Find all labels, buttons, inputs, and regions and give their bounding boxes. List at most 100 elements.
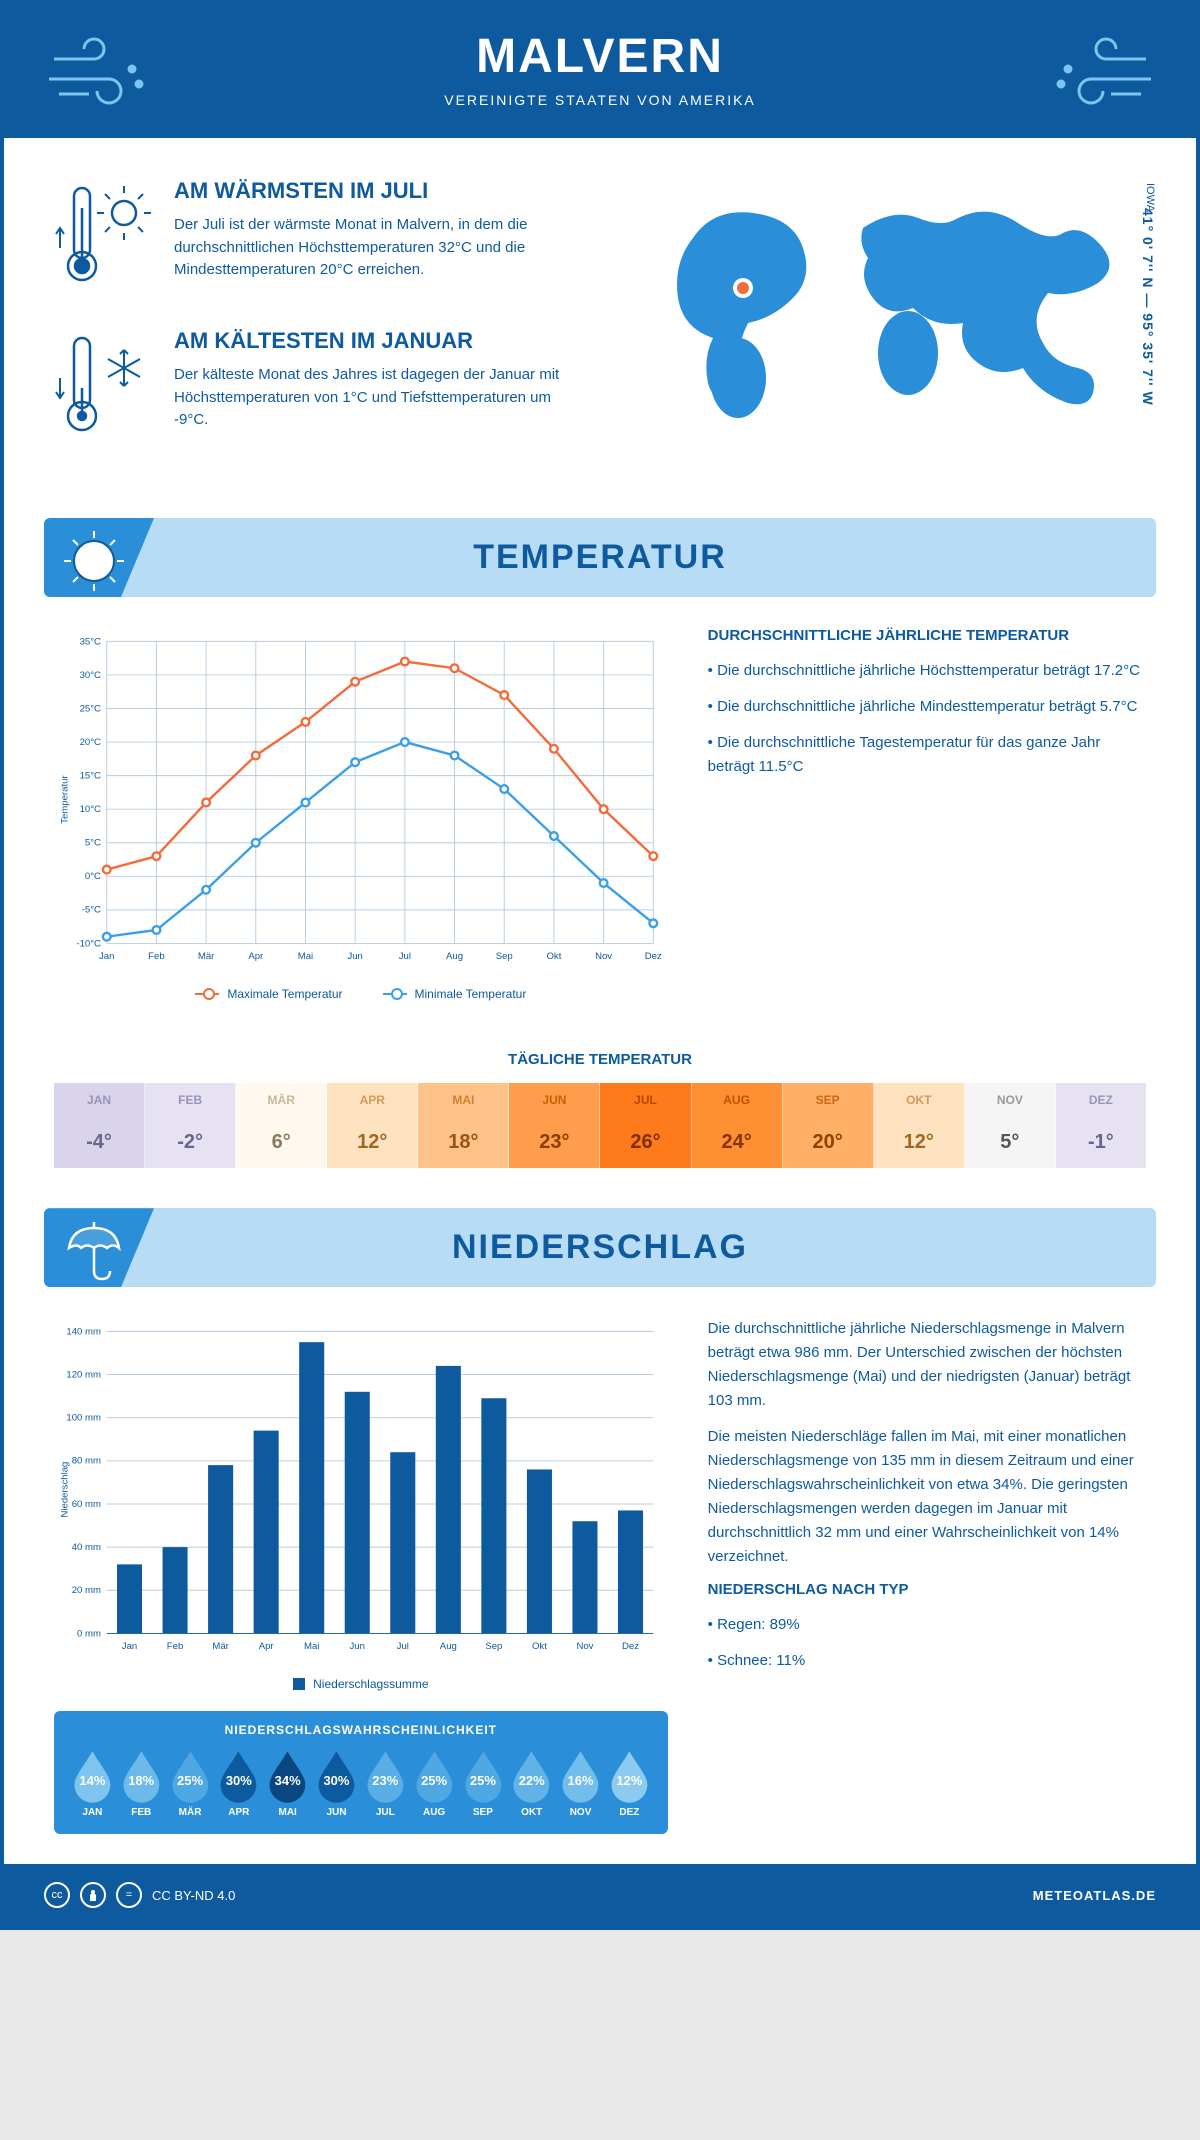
infographic-page: MALVERN VEREINIGTE STAATEN VON AMERIKA A… xyxy=(0,0,1200,1930)
svg-text:Mär: Mär xyxy=(198,951,215,962)
month-cell: JUN23° xyxy=(509,1083,600,1168)
daily-temp-strip: JAN-4°FEB-2°MÄR6°APR12°MAI18°JUN23°JUL26… xyxy=(54,1083,1146,1168)
probability-cell: 25%SEP xyxy=(461,1749,506,1818)
probability-cell: 23%JUL xyxy=(363,1749,408,1818)
svg-text:Jun: Jun xyxy=(347,951,362,962)
temp-bullets: Die durchschnittliche jährliche Höchstte… xyxy=(708,659,1146,779)
probability-title: NIEDERSCHLAGSWAHRSCHEINLICHKEIT xyxy=(70,1723,652,1737)
precip-type-bullets: Regen: 89%Schnee: 11% xyxy=(708,1613,1146,1673)
svg-text:Sep: Sep xyxy=(485,1641,502,1652)
license-text: CC BY-ND 4.0 xyxy=(152,1888,235,1903)
thermometer-snow-icon xyxy=(54,328,154,443)
svg-text:Sep: Sep xyxy=(496,951,513,962)
probability-cell: 12%DEZ xyxy=(607,1749,652,1818)
footer: cc = CC BY-ND 4.0 METEOATLAS.DE xyxy=(4,1864,1196,1926)
month-cell: FEB-2° xyxy=(145,1083,236,1168)
temperature-line-chart: -10°C-5°C0°C5°C10°C15°C20°C25°C30°C35°CJ… xyxy=(54,627,668,972)
probability-cell: 30%JUN xyxy=(314,1749,359,1818)
month-cell: SEP20° xyxy=(783,1083,874,1168)
probability-cell: 14%JAN xyxy=(70,1749,115,1818)
svg-text:Dez: Dez xyxy=(622,1641,639,1652)
precip-text-1: Die durchschnittliche jährliche Niedersc… xyxy=(708,1317,1146,1413)
probability-cell: 25%AUG xyxy=(412,1749,457,1818)
type-bullet: Regen: 89% xyxy=(708,1613,1146,1637)
svg-text:0°C: 0°C xyxy=(85,871,101,882)
svg-text:Aug: Aug xyxy=(440,1641,457,1652)
warmest-fact: AM WÄRMSTEN IM JULI Der Juli ist der wär… xyxy=(54,178,580,293)
month-cell: NOV5° xyxy=(965,1083,1056,1168)
svg-text:10°C: 10°C xyxy=(80,804,101,815)
svg-text:Nov: Nov xyxy=(576,1641,593,1652)
svg-text:Dez: Dez xyxy=(645,951,662,962)
coldest-title: AM KÄLTESTEN IM JANUAR xyxy=(174,328,580,354)
svg-text:40 mm: 40 mm xyxy=(72,1542,101,1553)
temp-legend: .legend-item:nth-child(1) .legend-swatch… xyxy=(54,987,668,1001)
svg-text:Niederschlag: Niederschlag xyxy=(59,1462,70,1518)
svg-text:Mär: Mär xyxy=(212,1641,229,1652)
sun-icon xyxy=(59,526,129,597)
svg-text:30°C: 30°C xyxy=(80,670,101,681)
svg-text:Jun: Jun xyxy=(350,1641,365,1652)
svg-text:Nov: Nov xyxy=(595,951,612,962)
cc-icon: cc xyxy=(44,1882,70,1908)
svg-text:Jul: Jul xyxy=(399,951,411,962)
probability-cell: 30%APR xyxy=(216,1749,261,1818)
precip-legend: Niederschlagssumme xyxy=(54,1677,668,1691)
probability-cell: 18%FEB xyxy=(119,1749,164,1818)
svg-text:5°C: 5°C xyxy=(85,838,101,849)
precipitation-banner: NIEDERSCHLAG xyxy=(44,1208,1156,1287)
svg-text:Apr: Apr xyxy=(259,1641,275,1652)
legend-max: Maximale Temperatur xyxy=(227,987,342,1001)
temp-bullet: Die durchschnittliche Tagestemperatur fü… xyxy=(708,731,1146,779)
svg-text:Feb: Feb xyxy=(167,1641,184,1652)
svg-text:Aug: Aug xyxy=(446,951,463,962)
month-cell: AUG24° xyxy=(692,1083,783,1168)
month-cell: JAN-4° xyxy=(54,1083,145,1168)
svg-text:0 mm: 0 mm xyxy=(77,1628,101,1639)
svg-text:80 mm: 80 mm xyxy=(72,1456,101,1467)
legend-precip: Niederschlagssumme xyxy=(313,1677,428,1691)
legend-min: Minimale Temperatur xyxy=(415,987,527,1001)
svg-text:Apr: Apr xyxy=(248,951,264,962)
page-subtitle: VEREINIGTE STAATEN VON AMERIKA xyxy=(24,92,1176,108)
warmest-text: Der Juli ist der wärmste Monat in Malver… xyxy=(174,214,580,282)
svg-text:140 mm: 140 mm xyxy=(66,1326,101,1337)
svg-text:15°C: 15°C xyxy=(80,770,101,781)
nd-icon: = xyxy=(116,1882,142,1908)
temp-bullet: Die durchschnittliche jährliche Höchstte… xyxy=(708,659,1146,683)
wind-icon xyxy=(1046,34,1156,119)
svg-text:25°C: 25°C xyxy=(80,703,101,714)
svg-text:35°C: 35°C xyxy=(80,636,101,647)
precipitation-content: 0 mm20 mm40 mm60 mm80 mm100 mm120 mm140 … xyxy=(4,1317,1196,1864)
svg-text:Jan: Jan xyxy=(122,1641,137,1652)
svg-text:20 mm: 20 mm xyxy=(72,1585,101,1596)
probability-panel: NIEDERSCHLAGSWAHRSCHEINLICHKEIT 14%JAN18… xyxy=(54,1711,668,1834)
svg-text:Jan: Jan xyxy=(99,951,114,962)
svg-text:-5°C: -5°C xyxy=(82,905,101,916)
svg-text:Temperatur: Temperatur xyxy=(59,775,70,824)
svg-text:60 mm: 60 mm xyxy=(72,1499,101,1510)
coldest-text: Der kälteste Monat des Jahres ist dagege… xyxy=(174,364,580,432)
month-cell: APR12° xyxy=(327,1083,418,1168)
wind-icon xyxy=(44,34,154,119)
svg-text:120 mm: 120 mm xyxy=(66,1370,101,1381)
coldest-fact: AM KÄLTESTEN IM JANUAR Der kälteste Mona… xyxy=(54,328,580,443)
precipitation-heading: NIEDERSCHLAG xyxy=(74,1228,1126,1267)
precipitation-bar-chart: 0 mm20 mm40 mm60 mm80 mm100 mm120 mm140 … xyxy=(54,1317,668,1662)
precip-type-heading: NIEDERSCHLAG NACH TYP xyxy=(708,1581,1146,1598)
temp-bullet: Die durchschnittliche jährliche Mindestt… xyxy=(708,695,1146,719)
header: MALVERN VEREINIGTE STAATEN VON AMERIKA xyxy=(4,4,1196,138)
month-cell: MÄR6° xyxy=(236,1083,327,1168)
svg-text:Jul: Jul xyxy=(397,1641,409,1652)
warmest-title: AM WÄRMSTEN IM JULI xyxy=(174,178,580,204)
page-title: MALVERN xyxy=(24,29,1176,84)
umbrella-icon xyxy=(59,1216,129,1287)
month-cell: DEZ-1° xyxy=(1056,1083,1146,1168)
daily-temp-title: TÄGLICHE TEMPERATUR xyxy=(4,1051,1196,1068)
probability-cell: 34%MAI xyxy=(265,1749,310,1818)
world-map xyxy=(620,178,1146,438)
month-cell: OKT12° xyxy=(874,1083,965,1168)
svg-text:Mai: Mai xyxy=(304,1641,319,1652)
svg-text:Okt: Okt xyxy=(546,951,561,962)
probability-cell: 16%NOV xyxy=(558,1749,603,1818)
